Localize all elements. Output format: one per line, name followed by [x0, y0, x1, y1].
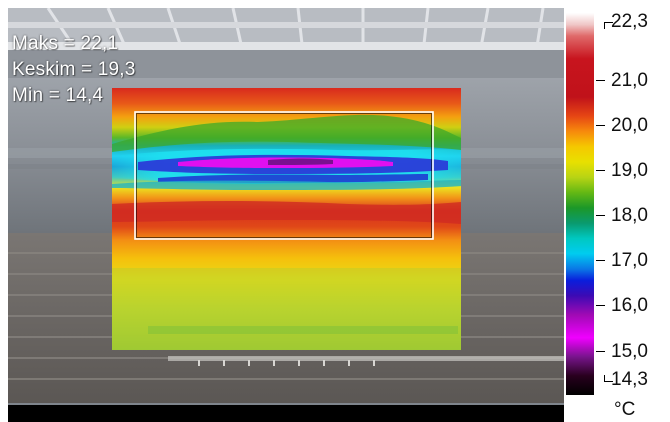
scale-tick	[596, 125, 605, 126]
scale-tick	[596, 215, 605, 216]
scale-tick	[596, 170, 605, 171]
max-temperature-label: Maks = 22,1	[12, 33, 119, 54]
scale-label: 17,0	[611, 250, 648, 271]
scale-label-max: 22,3	[611, 11, 648, 32]
thermal-scene	[8, 8, 564, 422]
temperature-color-scale	[566, 13, 594, 395]
scale-tick	[596, 80, 605, 81]
scale-label: 19,0	[611, 160, 648, 181]
scale-tick	[596, 260, 605, 261]
scale-max-bracket	[604, 22, 613, 29]
measurement-box[interactable]	[134, 111, 434, 240]
scale-label: 20,0	[611, 115, 648, 136]
scale-min-bracket	[604, 375, 613, 382]
min-temperature-label: Min = 14,4	[12, 85, 104, 106]
thermal-overlay	[112, 88, 461, 350]
avg-temperature-label: Keskim = 19,3	[12, 59, 136, 80]
scale-label-min: 14,3	[611, 369, 648, 390]
scale-tick	[596, 305, 605, 306]
scale-tick	[596, 351, 605, 352]
scale-label: 18,0	[611, 205, 648, 226]
thermal-image: Maks = 22,1 Keskim = 19,3 Min = 14,4	[8, 8, 564, 422]
scale-label: 16,0	[611, 295, 648, 316]
scale-label: 15,0	[611, 341, 648, 362]
scale-label: 21,0	[611, 70, 648, 91]
unit-label: °C	[614, 399, 636, 420]
